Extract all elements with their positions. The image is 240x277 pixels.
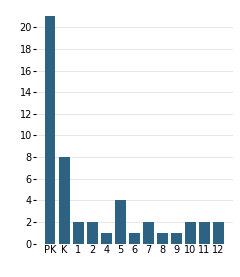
Bar [101,233,112,244]
Bar [59,157,70,244]
Bar [87,222,98,244]
Bar [185,222,196,244]
Bar [171,233,182,244]
Bar [115,201,126,244]
Bar [73,222,84,244]
Bar [45,16,55,244]
Bar [129,233,140,244]
Bar [213,222,224,244]
Bar [199,222,210,244]
Bar [157,233,168,244]
Bar [143,222,154,244]
